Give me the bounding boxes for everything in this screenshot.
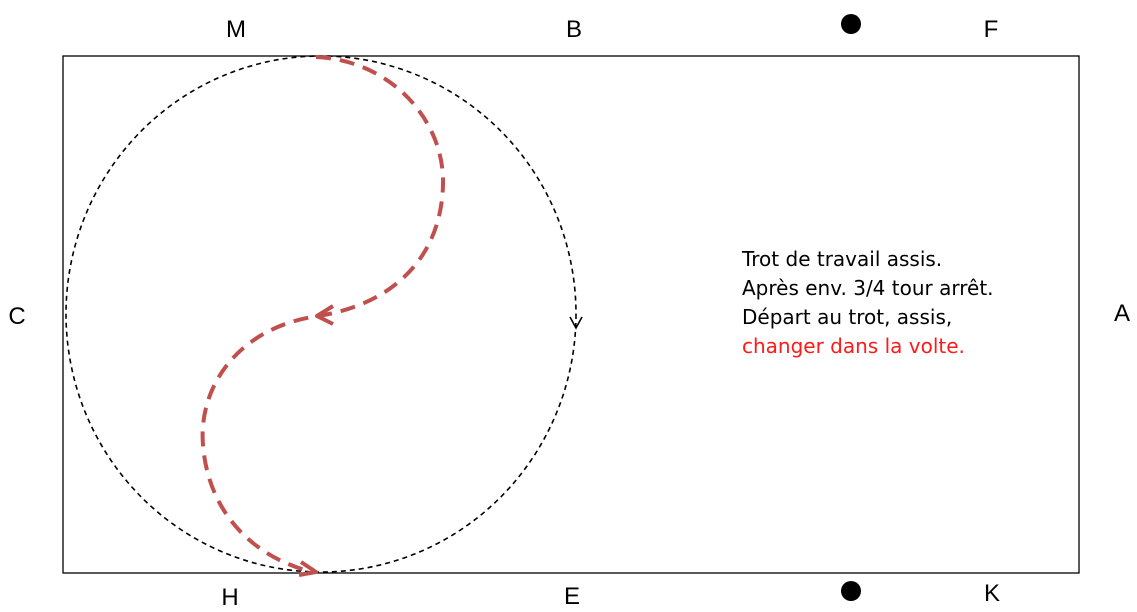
instruction-line-2: Après env. 3/4 tour arrêt. (742, 276, 994, 300)
marker-letter-h: H (221, 584, 239, 611)
marker-letter-f: F (983, 16, 999, 43)
marker-dot-top (841, 14, 861, 34)
marker-letter-a: A (1113, 300, 1130, 327)
marker-letter-m: M (226, 16, 246, 43)
path-arrowhead-middle-icon (315, 304, 335, 326)
instructions-text: Trot de travail assis. Après env. 3/4 to… (742, 245, 1082, 361)
direction-arrow-icon (569, 316, 583, 330)
instruction-line-4-highlight: changer dans la volte. (742, 334, 965, 358)
marker-letter-k: K (983, 580, 1000, 607)
marker-letter-b: B (565, 16, 582, 43)
arena-border (62, 55, 1080, 574)
marker-letter-c: C (8, 303, 26, 330)
instruction-line-1: Trot de travail assis. (742, 247, 943, 271)
path-arrowhead-end-icon (298, 560, 318, 577)
marker-dot-bottom (841, 581, 861, 601)
marker-letter-e: E (563, 583, 580, 610)
instruction-line-3: Départ au trot, assis, (742, 305, 953, 329)
